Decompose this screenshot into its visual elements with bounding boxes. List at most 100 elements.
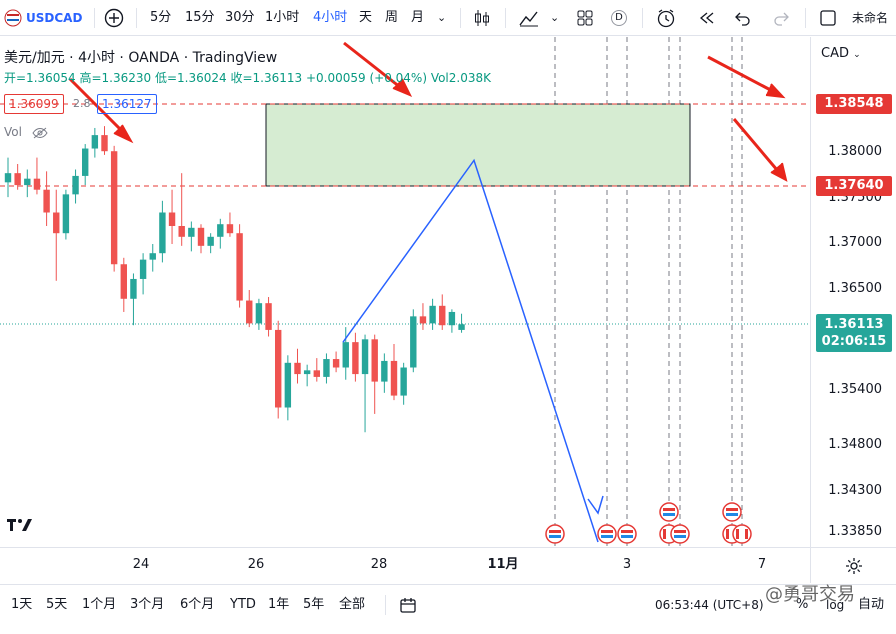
interval-1h[interactable]: 1小时 — [265, 10, 300, 25]
watermark: @勇哥交易 — [765, 584, 855, 605]
flag-stripe — [726, 529, 729, 539]
time-tick: 26 — [247, 557, 265, 572]
candle-body — [371, 339, 378, 382]
candle-body — [130, 278, 137, 299]
interval-month[interactable]: 月 — [411, 10, 425, 25]
candle-body — [82, 148, 89, 176]
currency-selector[interactable]: CAD ⌄ — [821, 46, 861, 61]
time-tick: 28 — [370, 557, 388, 572]
interval-15m[interactable]: 15分 — [185, 10, 215, 25]
flag-icon — [4, 0, 22, 36]
flag-stripe — [621, 535, 633, 538]
layout-name-button[interactable]: 未命名 — [852, 11, 889, 25]
interval-day[interactable]: 天 — [359, 10, 373, 25]
time-tick: 24 — [132, 557, 150, 572]
time-scale[interactable]: 24 26 28 11月 3 7 — [0, 547, 810, 583]
currency-chevron-icon: ⌄ — [853, 50, 861, 60]
range-1y[interactable]: 1年 — [268, 597, 290, 612]
candle-body — [265, 303, 272, 330]
layout-square-icon[interactable] — [819, 0, 837, 36]
percent-toggle[interactable]: % — [796, 597, 809, 612]
bottom-toolbar: 1天 5天 1个月 3个月 6个月 YTD 1年 5年 全部 06:53:44 … — [0, 584, 896, 624]
range-5y[interactable]: 5年 — [303, 597, 325, 612]
candle-body — [217, 224, 224, 237]
interval-week[interactable]: 周 — [385, 10, 399, 25]
range-6m[interactable]: 6个月 — [180, 597, 215, 612]
candle-body — [352, 342, 359, 375]
d-badge[interactable]: D — [611, 10, 627, 26]
indicators-chevron-icon[interactable]: ⌄ — [550, 11, 560, 24]
symbol-search-button[interactable]: USDCAD — [26, 11, 83, 25]
range-ytd[interactable]: YTD — [230, 597, 256, 612]
annotation-arrow — [343, 41, 406, 93]
ohlc-legend: 开=1.36054 高=1.36230 低=1.36024 收=1.36113 … — [4, 71, 491, 85]
zone-top-price-label: 1.38548 — [816, 94, 892, 114]
candle-body — [43, 189, 50, 213]
candle-body — [361, 339, 369, 375]
flag-stripe — [736, 529, 739, 539]
goto-date-icon[interactable] — [399, 585, 417, 625]
annotation-arrowhead — [765, 83, 786, 99]
candle-body — [236, 233, 243, 301]
flag-stripe — [663, 508, 675, 511]
price-tick: 1.37000 — [828, 235, 882, 250]
time-tick: 7 — [757, 557, 767, 572]
candle-body — [294, 362, 301, 375]
interval-5m[interactable]: 5分 — [150, 10, 172, 25]
settings-corner — [810, 547, 896, 583]
bid-price[interactable]: 1.36099 — [4, 94, 64, 114]
us-flag-event-icon — [722, 502, 742, 522]
flag-stripe — [549, 530, 561, 533]
us-flag-event-icon — [670, 524, 690, 544]
chart-pane[interactable]: 美元/加元 · 4小时 · OANDA · TradingView 开=1.36… — [0, 37, 810, 547]
annotation-arrow — [68, 77, 130, 139]
alert-clock-icon[interactable] — [655, 0, 677, 36]
candle-body — [24, 178, 31, 186]
flag-stripe — [549, 535, 561, 538]
time-tick: 3 — [622, 557, 632, 572]
flag-stripe — [674, 535, 686, 538]
zone-bottom-price-label: 1.37640 — [816, 176, 892, 196]
candle-body — [62, 194, 70, 234]
flag-stripe — [663, 513, 675, 516]
candle-body — [342, 342, 349, 368]
replay-icon[interactable] — [697, 0, 717, 36]
undo-icon[interactable] — [734, 0, 752, 36]
interval-dropdown-chevron-icon[interactable]: ⌄ — [437, 11, 447, 24]
tradingview-logo — [6, 515, 34, 537]
candle-body — [4, 173, 12, 183]
flag-stripe — [621, 530, 633, 533]
eye-hidden-icon[interactable] — [32, 127, 48, 139]
candle-body — [448, 311, 456, 326]
last-price-label: 1.36113 02:06:15 — [816, 314, 892, 352]
candle-body — [390, 360, 398, 396]
candle-body — [53, 212, 60, 234]
interval-30m[interactable]: 30分 — [225, 10, 255, 25]
range-1d[interactable]: 1天 — [11, 597, 33, 612]
candle-body — [178, 226, 185, 237]
compare-add-icon[interactable] — [103, 0, 125, 36]
layout-grid-icon[interactable] — [576, 0, 594, 36]
ask-price[interactable]: 1.36127 — [97, 94, 157, 114]
clock-timezone[interactable]: 06:53:44 (UTC+8) — [655, 598, 764, 612]
flag-stripe — [601, 535, 613, 538]
range-3m[interactable]: 3个月 — [130, 597, 165, 612]
auto-toggle[interactable]: 自动 — [858, 597, 885, 612]
interval-4h[interactable]: 4小时 — [313, 10, 348, 25]
gear-icon[interactable] — [844, 556, 864, 576]
annotation-arrowhead — [113, 124, 134, 144]
price-scale[interactable]: CAD ⌄ 1.38000 1.37500 1.37000 1.36500 1.… — [810, 37, 896, 547]
redo-icon[interactable] — [772, 0, 790, 36]
candle-body — [381, 360, 388, 382]
indicators-icon[interactable] — [518, 0, 540, 36]
price-tick: 1.34300 — [828, 483, 882, 498]
candle-style-icon[interactable] — [472, 0, 492, 36]
range-1m[interactable]: 1个月 — [82, 597, 117, 612]
range-all[interactable]: 全部 — [339, 597, 366, 612]
candle-body — [139, 259, 147, 279]
candle-body — [14, 173, 21, 186]
log-toggle[interactable]: log — [826, 598, 845, 612]
range-5d[interactable]: 5天 — [46, 597, 68, 612]
annotation-arrow — [707, 55, 781, 97]
candle-body — [275, 329, 282, 408]
